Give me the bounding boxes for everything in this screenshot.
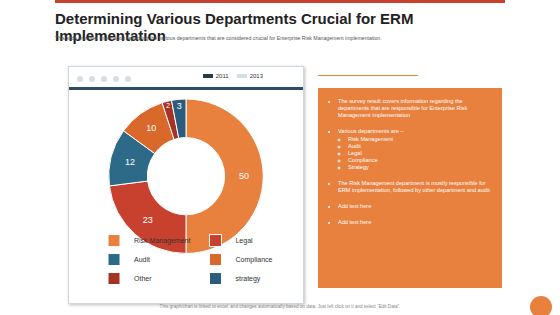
- html-text:Determining Various Department: Determining Various Departments Crucial …: [55, 10, 414, 44]
- svg-text:Audit: Audit: [134, 256, 150, 263]
- html-text:Various departments are –: Various departments are –: [338, 128, 404, 134]
- html-text:This slide provides informatio: This slide provides information regardin…: [55, 35, 382, 41]
- html-text:2011: 2011: [215, 73, 229, 79]
- html-text:The Risk Management department: The Risk Management department is mostly…: [338, 179, 490, 193]
- html-text:Add text here: Add text here: [338, 218, 372, 225]
- svg-text:strategy: strategy: [235, 275, 260, 283]
- svg-text:Risk Management: Risk Management: [134, 237, 190, 245]
- svg-text:2: 2: [166, 101, 170, 110]
- svg-text:3: 3: [177, 101, 182, 111]
- html-text:Legal: Legal: [348, 149, 362, 156]
- svg-text:10: 10: [146, 123, 156, 133]
- html-text:Risk Management: Risk Management: [348, 135, 394, 142]
- svg-text:23: 23: [143, 215, 153, 225]
- html-text:Audit: Audit: [348, 142, 361, 149]
- html-text:Compliance: Compliance: [348, 156, 378, 163]
- html-text:Strategy: Strategy: [348, 163, 369, 170]
- svg-text:Compliance: Compliance: [235, 256, 272, 264]
- svg-text:Legal: Legal: [235, 237, 253, 245]
- svg-text:50: 50: [239, 171, 249, 181]
- html-text:This graph/chart is linked to: This graph/chart is linked to excel, and…: [159, 304, 401, 309]
- html-text:2013: 2013: [249, 73, 263, 79]
- svg-text:Other: Other: [134, 275, 152, 282]
- html-text:The survey result covers infor: The survey result covers information reg…: [338, 98, 468, 118]
- svg-text:12: 12: [125, 157, 135, 167]
- html-text:Add text here: Add text here: [338, 202, 372, 209]
